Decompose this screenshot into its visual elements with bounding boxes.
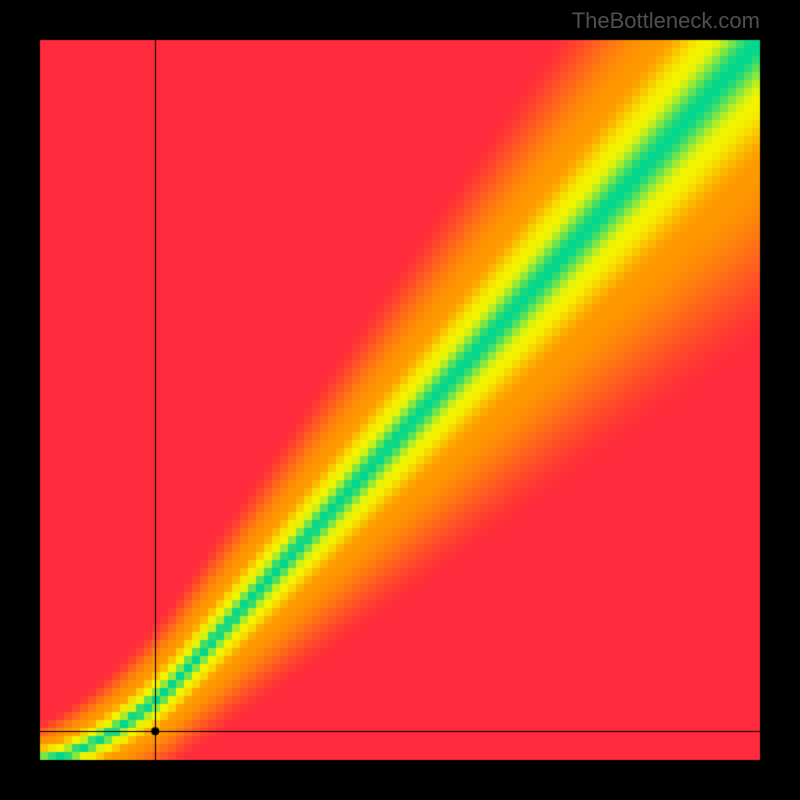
figure-container: TheBottleneck.com — [0, 0, 800, 800]
attribution-label: TheBottleneck.com — [572, 8, 760, 34]
bottleneck-heatmap-canvas — [0, 0, 800, 800]
